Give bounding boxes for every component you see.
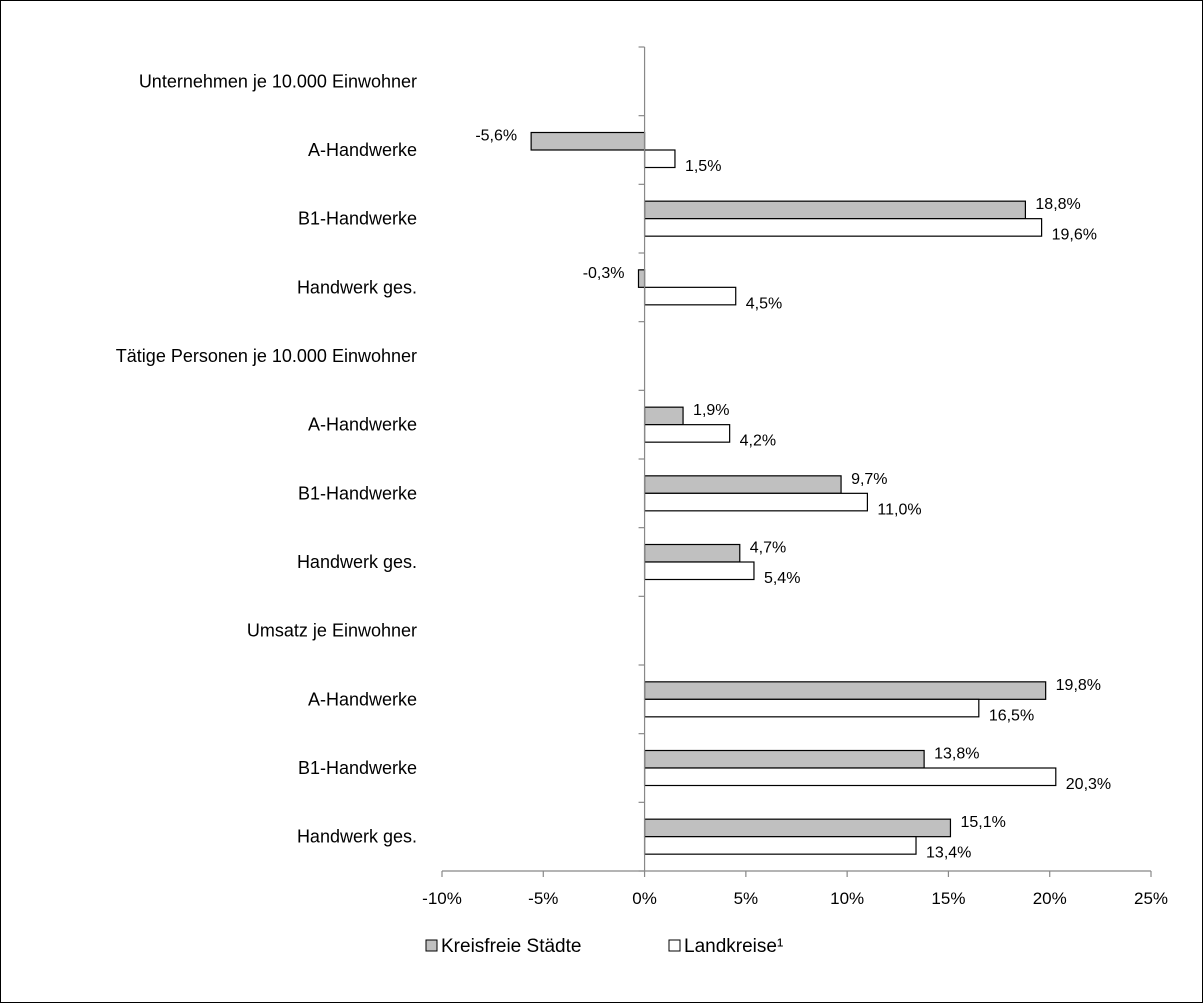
legend-item-landkreise: Landkreise¹ xyxy=(668,936,783,957)
category-label: Handwerk ges. xyxy=(297,277,417,297)
category-label: A-Handwerke xyxy=(308,689,417,709)
data-label-kreisfreie-staedte: 15,1% xyxy=(960,814,1005,831)
data-label-kreisfreie-staedte: 13,8% xyxy=(934,746,979,763)
bar-landkreise xyxy=(643,149,676,169)
data-label-landkreise: 4,2% xyxy=(740,433,776,450)
x-tick-label: -10% xyxy=(422,889,462,908)
bar-landkreise xyxy=(643,286,737,306)
category-label: Umsatz je Einwohner xyxy=(247,621,417,641)
legend-swatch xyxy=(668,939,681,952)
x-tick-label: 0% xyxy=(632,889,657,908)
data-label-landkreise: 19,6% xyxy=(1052,227,1097,244)
data-label-kreisfreie-staedte: -0,3% xyxy=(583,265,625,282)
bar-landkreise xyxy=(643,836,917,855)
bar-kreisfreie-staedte xyxy=(643,818,952,838)
bar-kreisfreie-staedte xyxy=(530,131,646,151)
bars-layer xyxy=(530,131,1057,855)
data-label-landkreise: 4,5% xyxy=(746,295,782,312)
legend-label: Kreisfreie Städte xyxy=(441,936,581,957)
bar-kreisfreie-staedte xyxy=(643,406,684,426)
legend-item-kreisfreie-staedte: Kreisfreie Städte xyxy=(425,936,581,957)
x-tick-label: 15% xyxy=(931,889,965,908)
category-label: A-Handwerke xyxy=(308,140,417,160)
bar-landkreise xyxy=(643,561,755,581)
axes-layer: -10% -5% 0% 5% 10% 15% 20% 25% xyxy=(422,46,1168,908)
bar-kreisfreie-staedte xyxy=(643,749,925,769)
bar-kreisfreie-staedte xyxy=(637,269,646,288)
data-label-landkreise: 11,0% xyxy=(877,501,921,518)
bar-landkreise xyxy=(643,492,868,512)
category-label: Tätige Personen je 10.000 Einwohner xyxy=(116,346,417,366)
category-label: A-Handwerke xyxy=(308,415,417,435)
category-label: Handwerk ges. xyxy=(297,552,417,572)
x-tick-label: 10% xyxy=(830,889,864,908)
data-label-landkreise: 16,5% xyxy=(989,707,1034,724)
data-label-landkreise: 1,5% xyxy=(685,158,721,175)
bar-landkreise xyxy=(643,698,980,718)
bar-landkreise xyxy=(643,424,731,443)
bar-landkreise xyxy=(643,218,1043,237)
category-label: B1-Handwerke xyxy=(298,483,417,503)
data-label-kreisfreie-staedte: 19,8% xyxy=(1056,677,1101,694)
data-label-kreisfreie-staedte: -5,6% xyxy=(475,128,517,145)
x-tick-label: 20% xyxy=(1033,889,1067,908)
labels-layer: Unternehmen je 10.000 Einwohner A-Handwer… xyxy=(116,71,1111,861)
x-tick-label: 25% xyxy=(1134,889,1168,908)
legend: Kreisfreie Städte Landkreise¹ xyxy=(425,936,783,957)
data-label-landkreise: 5,4% xyxy=(764,570,800,587)
category-label: B1-Handwerke xyxy=(298,758,417,778)
bar-landkreise xyxy=(643,767,1057,787)
legend-swatch xyxy=(425,939,438,952)
x-tick-label: -5% xyxy=(528,889,558,908)
bar-kreisfreie-staedte xyxy=(643,475,842,494)
bar-kreisfreie-staedte xyxy=(643,681,1047,700)
bar-kreisfreie-staedte xyxy=(643,200,1027,220)
category-label: Unternehmen je 10.000 Einwohner xyxy=(139,71,417,91)
x-tick-label: 5% xyxy=(734,889,759,908)
data-label-kreisfreie-staedte: 1,9% xyxy=(693,402,729,419)
data-label-kreisfreie-staedte: 4,7% xyxy=(750,540,786,557)
data-label-landkreise: 20,3% xyxy=(1066,776,1111,793)
data-label-landkreise: 13,4% xyxy=(926,845,971,862)
bar-kreisfreie-staedte xyxy=(643,543,741,563)
data-label-kreisfreie-staedte: 9,7% xyxy=(851,471,887,488)
legend-label: Landkreise¹ xyxy=(684,936,783,957)
data-label-kreisfreie-staedte: 18,8% xyxy=(1035,196,1080,213)
category-label: B1-Handwerke xyxy=(298,209,417,229)
category-label: Handwerk ges. xyxy=(297,827,417,847)
